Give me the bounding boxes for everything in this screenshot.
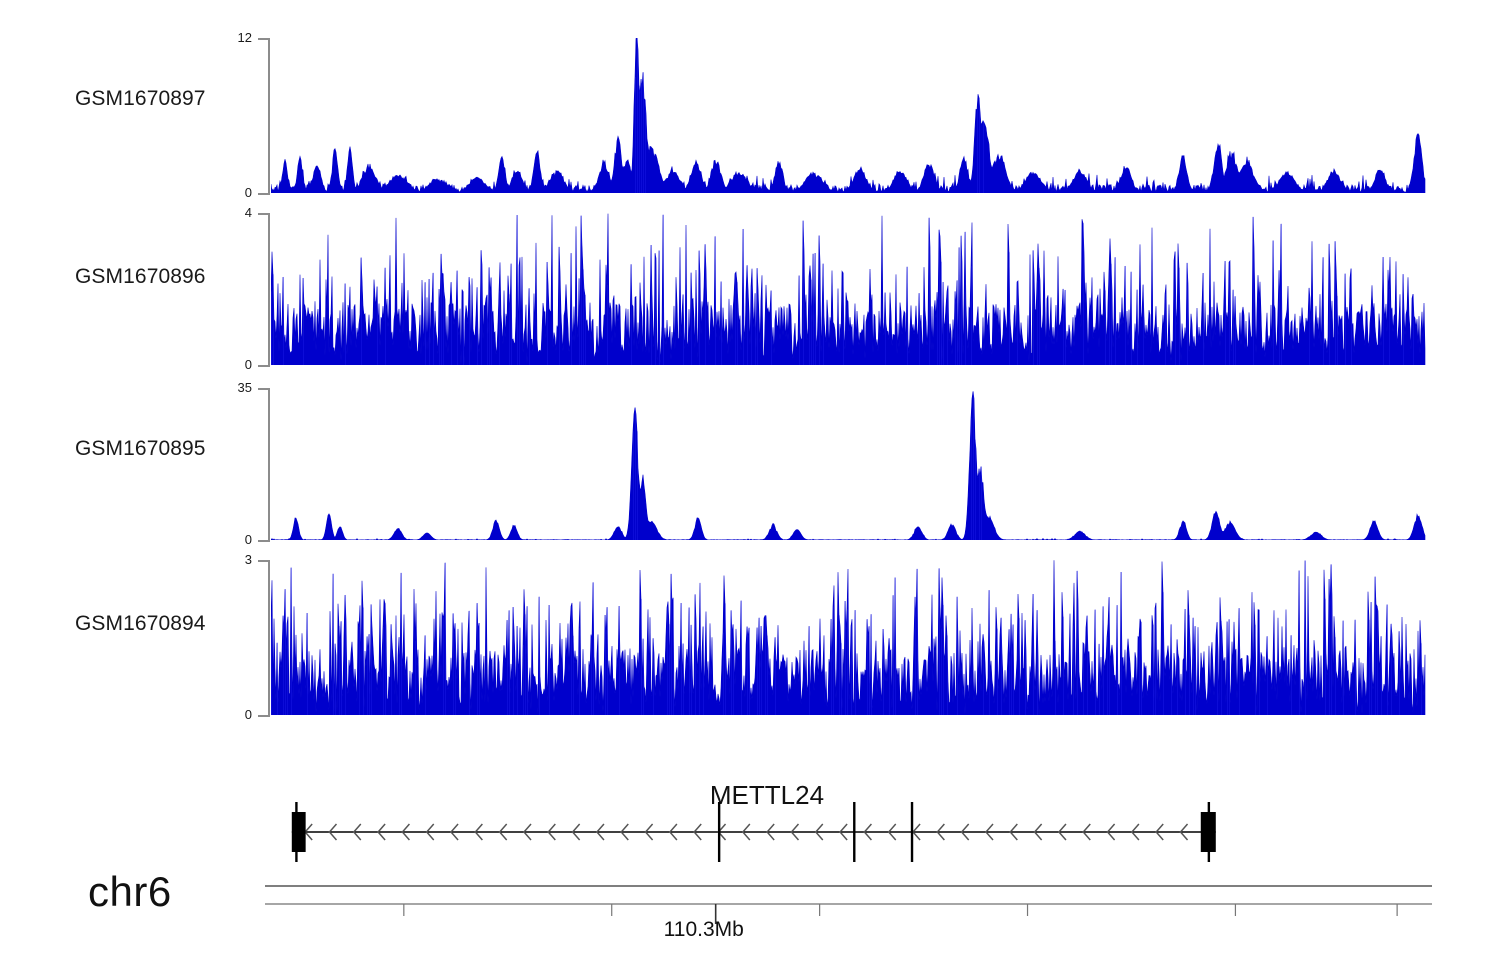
strand-arrow-icon [1155, 823, 1164, 841]
strand-arrow-icon [790, 823, 800, 841]
y-axis-line [268, 388, 270, 540]
y-axis-line [268, 213, 270, 365]
strand-arrow-icon [547, 823, 556, 841]
strand-arrow-icon [839, 823, 848, 841]
y-axis-tick-max [258, 560, 270, 562]
exon-block [1200, 812, 1216, 852]
y-axis-min-label: 0 [244, 532, 252, 547]
strand-arrow-icon [1179, 823, 1189, 841]
strand-arrow-icon [401, 823, 410, 841]
gene-model-track[interactable]: METTL24 [0, 770, 1500, 880]
y-axis-line [268, 560, 270, 715]
strand-arrow-icon [328, 823, 338, 841]
strand-arrow-icon [936, 823, 945, 841]
strand-arrow-icon [425, 823, 435, 841]
ruler-position-label: 110.3Mb [663, 918, 744, 941]
y-axis-max-label: 4 [244, 205, 252, 220]
strand-arrow-icon [352, 823, 362, 841]
track-label-GSM1670895: GSM1670895 [75, 437, 206, 460]
strand-arrow-icon [450, 823, 459, 841]
strand-arrow-icon [377, 823, 386, 841]
coordinate-ruler[interactable]: 110.3Mb [0, 878, 1500, 958]
y-axis-max-label: 35 [237, 380, 252, 395]
gene-model-svg [291, 802, 1216, 862]
strand-arrow-icon [960, 823, 970, 841]
y-axis-tick-min [258, 193, 270, 195]
y-axis-max-label: 3 [244, 552, 252, 567]
strand-arrow-icon [620, 823, 629, 841]
track-label-GSM1670897: GSM1670897 [75, 87, 206, 110]
gene-name-label: METTL24 [709, 780, 825, 810]
track-label-GSM1670896: GSM1670896 [75, 265, 206, 288]
strand-arrow-icon [474, 823, 483, 841]
signal-plot-GSM1670896[interactable] [271, 213, 1426, 365]
strand-arrow-icon [1082, 823, 1091, 841]
strand-arrow-icon [985, 823, 994, 841]
signal-plot-GSM1670894[interactable] [271, 560, 1426, 715]
y-axis-min-label: 0 [244, 185, 252, 200]
y-axis-min-label: 0 [244, 707, 252, 722]
signal-plot-GSM1670897[interactable] [271, 38, 1426, 193]
chromosome-label: chr6 [88, 868, 172, 915]
y-axis-line [268, 38, 270, 193]
strand-arrow-icon [766, 823, 775, 841]
y-axis-tick-max [258, 213, 270, 215]
strand-arrow-icon [668, 823, 678, 841]
strand-arrow-icon [693, 823, 702, 841]
strand-arrow-icon [1057, 823, 1067, 841]
strand-arrow-icon [1130, 823, 1140, 841]
strand-arrow-icon [863, 823, 872, 841]
y-axis-tick-max [258, 38, 270, 40]
strand-arrow-icon [498, 823, 508, 841]
y-axis-tick-max [258, 388, 270, 390]
exon-block [291, 812, 306, 852]
signal-plot-GSM1670895[interactable] [271, 388, 1426, 540]
strand-arrow-icon [814, 823, 824, 841]
y-axis-min-label: 0 [244, 357, 252, 372]
strand-arrow-icon [571, 823, 581, 841]
strand-arrow-icon [1106, 823, 1116, 841]
strand-arrow-icon [523, 823, 532, 841]
strand-arrow-icon [644, 823, 654, 841]
ruler-svg [265, 885, 1432, 924]
track-label-GSM1670894: GSM1670894 [75, 612, 206, 635]
y-axis-tick-min [258, 540, 270, 542]
strand-arrow-icon [887, 823, 897, 841]
strand-arrow-icon [1033, 823, 1043, 841]
y-axis-tick-min [258, 365, 270, 367]
strand-arrow-icon [595, 823, 605, 841]
y-axis-tick-min [258, 715, 270, 717]
y-axis-max-label: 12 [237, 30, 252, 45]
strand-arrow-icon [741, 823, 751, 841]
strand-arrow-icon [1009, 823, 1018, 841]
